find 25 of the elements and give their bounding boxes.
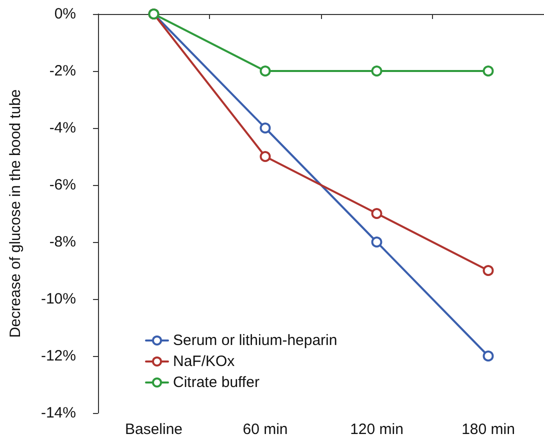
point: [482, 265, 494, 276]
y-axis-title: Decrease of glucose in the bood tube: [7, 89, 24, 338]
point: [260, 122, 271, 134]
x-tick-label: 60 min: [242, 421, 288, 438]
legend-label: Citrate buffer: [173, 374, 260, 391]
legend-label: Serum or lithium-heparin: [173, 332, 338, 349]
x-tick-label: 180 min: [462, 421, 515, 438]
point: [371, 208, 382, 219]
point: [371, 236, 382, 248]
legend-label: NaF/KOx: [173, 353, 236, 370]
y-tick-label: -2%: [49, 62, 76, 80]
point: [371, 66, 382, 76]
y-tick-label: -4%: [49, 120, 76, 136]
y-tick-label: -12%: [40, 348, 76, 364]
y-tick-label: -8%: [49, 234, 76, 250]
point: [482, 350, 494, 362]
point: [260, 66, 271, 76]
y-tick-label: -14%: [40, 404, 76, 422]
point: [482, 66, 494, 76]
y-tick-label: 0%: [54, 6, 76, 22]
point: [260, 151, 271, 162]
y-tick-label: -10%: [40, 290, 76, 308]
x-tick-label: 120 min: [350, 421, 404, 438]
x-tick-label: Baseline: [124, 421, 183, 438]
y-tick-label: -6%: [49, 176, 76, 194]
